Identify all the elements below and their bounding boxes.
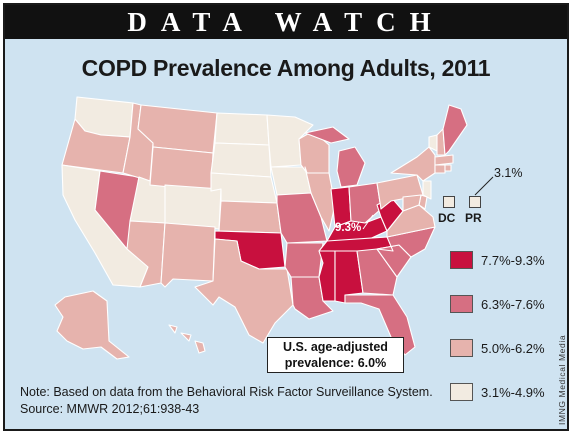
us-map [54,96,494,360]
average-box: U.S. age-adjusted prevalence: 6.0% [267,337,404,373]
pr-callout-line [474,176,494,196]
max-value-label: 9.3% [335,222,362,234]
header-banner: DATA WATCH [5,5,567,39]
legend-item-lowest: 3.1%-4.9% [450,381,564,403]
state-AR [284,242,324,278]
state-AK [54,290,130,360]
state-KS [218,200,282,234]
state-IL [304,166,336,232]
state-ND [214,112,270,146]
dc-swatch [443,196,455,208]
legend: 7.7%-9.3% 6.3%-7.6% 5.0%-6.2% 3.1%-4.9% [450,249,564,425]
state-MD [402,194,422,212]
legend-label-high: 7.7%-9.3% [481,252,545,268]
chart-title: COPD Prevalence Among Adults, 2011 [81,55,491,81]
state-OH [348,182,382,224]
state-WY [149,146,214,192]
legend-item-low: 5.0%-6.2% [450,337,564,359]
footnote-line2: Source: MMWR 2012;61:938-43 [20,402,200,416]
footnote: Note: Based on data from the Behavioral … [20,384,433,418]
average-line2: prevalence: 6.0% [284,356,387,370]
state-CO [164,184,222,230]
state-NM [160,222,216,288]
legend-item-high: 7.7%-9.3% [450,249,564,271]
chart-frame: DATA WATCH COPD Prevalence Among Adults,… [3,3,569,431]
credit-line: IMNG Medical Media [557,334,567,425]
state-CT [434,164,446,174]
legend-swatch-high [450,251,473,269]
state-RI [444,164,452,172]
state-ME [442,104,468,156]
pr-swatch [469,196,481,208]
state-TX [194,238,294,344]
pr-value-label: 3.1% [494,166,523,180]
average-line1: U.S. age-adjusted [283,340,388,354]
legend-swatch-low [450,339,473,357]
footnote-line1: Note: Based on data from the Behavioral … [20,385,433,399]
legend-label-low: 5.0%-6.2% [481,340,545,356]
state-IN [330,186,352,228]
pr-label: PR [465,211,482,225]
legend-label-lowest: 3.1%-4.9% [481,384,545,400]
state-NC [376,226,436,258]
state-SD [210,142,272,178]
legend-label-mid: 6.3%-7.6% [481,296,545,312]
state-MI [304,126,366,188]
dc-label: DC [438,211,456,225]
state-GA [356,248,398,296]
state-NE [210,172,278,204]
state-HI [168,324,206,354]
state-MA [434,154,454,166]
state-NJ [422,180,432,200]
legend-swatch-mid [450,295,473,313]
legend-item-mid: 6.3%-7.6% [450,293,564,315]
legend-swatch-lowest [450,383,473,401]
max-callout-line [362,214,374,230]
state-MS [318,250,336,302]
